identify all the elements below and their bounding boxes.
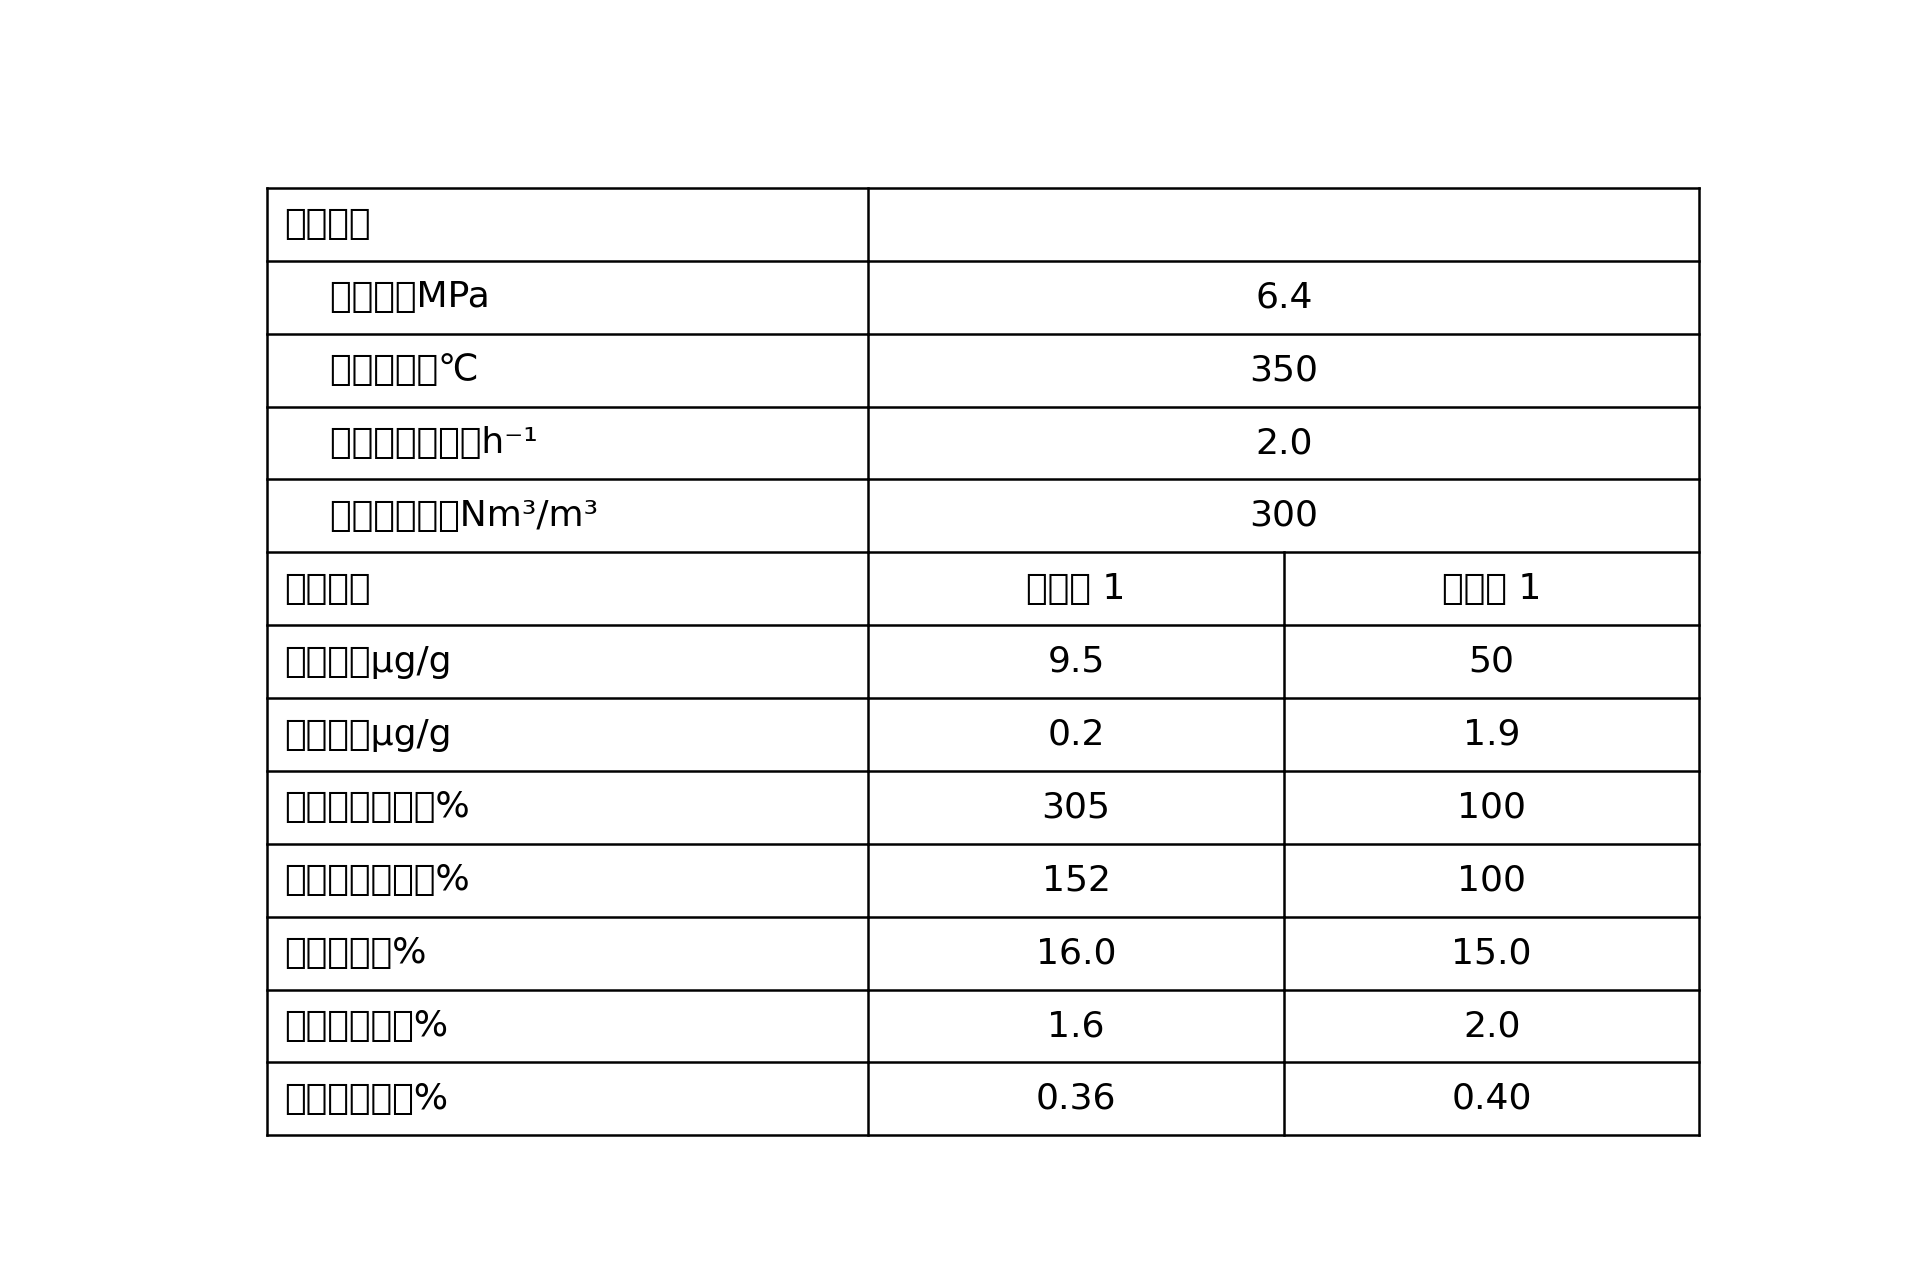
Text: 反应温度，℃: 反应温度，℃ — [284, 353, 480, 388]
Text: 6.4: 6.4 — [1254, 280, 1312, 315]
Text: 100: 100 — [1458, 863, 1527, 898]
Text: 305: 305 — [1041, 790, 1111, 825]
Text: 总芳烃，重%: 总芳烃，重% — [284, 936, 428, 971]
Text: 50: 50 — [1469, 645, 1515, 679]
Text: 0.2: 0.2 — [1047, 718, 1105, 752]
Text: 152: 152 — [1041, 863, 1111, 898]
Text: 工艺条件: 工艺条件 — [284, 207, 370, 242]
Text: 2.0: 2.0 — [1254, 426, 1312, 460]
Text: 化学氢耗，重%: 化学氢耗，重% — [284, 1082, 449, 1115]
Text: 1.9: 1.9 — [1463, 718, 1521, 752]
Text: 相对脱氮活性，%: 相对脱氮活性，% — [284, 863, 470, 898]
Text: 0.40: 0.40 — [1452, 1082, 1532, 1115]
Text: 产品性质: 产品性质 — [284, 572, 370, 606]
Text: 9.5: 9.5 — [1047, 645, 1105, 679]
Text: 16.0: 16.0 — [1036, 936, 1116, 971]
Text: 0.36: 0.36 — [1036, 1082, 1116, 1115]
Text: 氮含量，μg/g: 氮含量，μg/g — [284, 718, 453, 752]
Text: 硫含量，μg/g: 硫含量，μg/g — [284, 645, 453, 679]
Text: 300: 300 — [1249, 499, 1318, 533]
Text: 350: 350 — [1249, 353, 1318, 388]
Text: 2.0: 2.0 — [1463, 1009, 1521, 1044]
Text: 氢分压，MPa: 氢分压，MPa — [284, 280, 491, 315]
Text: 1.6: 1.6 — [1047, 1009, 1105, 1044]
Text: 15.0: 15.0 — [1452, 936, 1532, 971]
Text: 100: 100 — [1458, 790, 1527, 825]
Text: 氢油体积比，Nm³/m³: 氢油体积比，Nm³/m³ — [284, 499, 598, 533]
Text: 液时体积空速，h⁻¹: 液时体积空速，h⁻¹ — [284, 426, 539, 460]
Text: 对比例 1: 对比例 1 — [1442, 572, 1542, 606]
Text: 多环芳烃，重%: 多环芳烃，重% — [284, 1009, 449, 1044]
Text: 相对脱硫活性，%: 相对脱硫活性，% — [284, 790, 470, 825]
Text: 实施例 1: 实施例 1 — [1026, 572, 1126, 606]
